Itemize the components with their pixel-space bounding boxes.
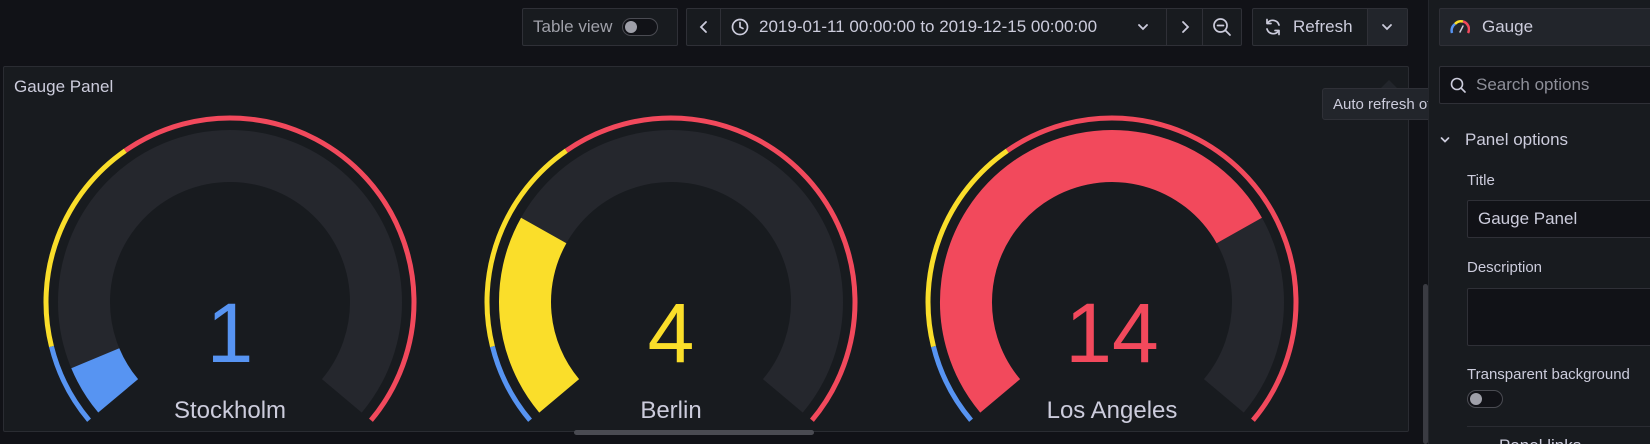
gauge-threshold-band bbox=[484, 148, 568, 348]
dashboard-toolbar: Table view 2019-01-11 00:00:00 to 2019-1… bbox=[0, 8, 1420, 46]
table-view-switch[interactable] bbox=[622, 18, 659, 36]
vertical-scrollbar[interactable] bbox=[1423, 284, 1428, 444]
time-picker-group: 2019-01-11 00:00:00 to 2019-12-15 00:00:… bbox=[686, 8, 1242, 46]
gauge-threshold-band bbox=[123, 115, 417, 422]
chevron-down-icon bbox=[1382, 24, 1393, 31]
title-input[interactable]: Gauge Panel bbox=[1467, 200, 1650, 238]
time-shift-back-button[interactable] bbox=[687, 9, 721, 45]
chevron-down-icon bbox=[1440, 137, 1450, 143]
panel-options-section-header[interactable]: Panel options bbox=[1439, 130, 1568, 150]
refresh-button[interactable]: Refresh bbox=[1253, 9, 1368, 45]
gauge-threshold-band bbox=[490, 345, 532, 422]
switch-knob bbox=[1470, 393, 1482, 405]
gauge: 14 Los Angeles bbox=[925, 115, 1299, 424]
gauge-value-fill bbox=[499, 217, 580, 413]
chevron-down-icon bbox=[1138, 24, 1148, 31]
visualization-name: Gauge bbox=[1482, 17, 1534, 36]
gauge-threshold-band bbox=[564, 115, 858, 422]
horizontal-scrollbar[interactable] bbox=[574, 430, 814, 435]
chevron-left-icon bbox=[699, 21, 707, 33]
zoom-out-button[interactable] bbox=[1203, 9, 1241, 45]
zoom-out-icon bbox=[1213, 18, 1231, 36]
chevron-right-icon bbox=[1181, 21, 1189, 33]
refresh-interval-dropdown[interactable] bbox=[1367, 9, 1407, 45]
clock-icon bbox=[731, 18, 749, 36]
gauge-panel[interactable]: Gauge Panel 1 Stockholm 4 Berlin 14 Los Angel… bbox=[3, 66, 1409, 432]
visualization-picker[interactable]: Gauge bbox=[1439, 8, 1650, 46]
search-options-box[interactable] bbox=[1439, 66, 1650, 104]
gauge-track bbox=[58, 130, 402, 413]
gauge-icon bbox=[1450, 20, 1470, 34]
auto-refresh-tooltip: Auto refresh off bbox=[1322, 88, 1447, 120]
gauge: 4 Berlin bbox=[484, 115, 858, 424]
section-divider bbox=[1467, 426, 1650, 427]
panel-title: Gauge Panel bbox=[14, 77, 114, 96]
title-field-label: Title bbox=[1467, 172, 1495, 189]
description-field-label: Description bbox=[1467, 259, 1543, 276]
gauge-value: 1 bbox=[207, 286, 254, 380]
gauge: 1 Stockholm bbox=[43, 115, 417, 424]
transparent-background-label: Transparent background bbox=[1467, 366, 1630, 383]
gauge-threshold-band bbox=[43, 148, 127, 348]
gauge-label: Berlin bbox=[640, 397, 701, 424]
transparent-background-switch[interactable] bbox=[1467, 390, 1503, 408]
time-shift-forward-button[interactable] bbox=[1167, 9, 1203, 45]
search-icon bbox=[1450, 77, 1466, 93]
gauge-value-fill bbox=[940, 130, 1262, 413]
section-title: Panel options bbox=[1465, 130, 1569, 149]
tooltip-arrow bbox=[1381, 80, 1397, 88]
gauge-value: 14 bbox=[1065, 286, 1158, 380]
gauge-threshold-band bbox=[931, 345, 973, 422]
panel-links-section-header[interactable]: Panel links bbox=[1499, 436, 1581, 444]
gauge-label: Los Angeles bbox=[1047, 397, 1178, 424]
refresh-group: Refresh bbox=[1252, 8, 1408, 46]
time-range-picker[interactable]: 2019-01-11 00:00:00 to 2019-12-15 00:00:… bbox=[721, 9, 1167, 45]
sync-icon bbox=[1266, 18, 1280, 36]
switch-knob bbox=[625, 21, 638, 33]
pane-divider[interactable] bbox=[1428, 0, 1429, 444]
table-view-label: Table view bbox=[533, 17, 613, 36]
table-view-toggle-group[interactable]: Table view bbox=[522, 8, 678, 46]
refresh-label: Refresh bbox=[1293, 17, 1353, 36]
gauge-threshold-band bbox=[925, 148, 1009, 348]
gauge-value: 4 bbox=[648, 286, 695, 380]
options-pane: Gauge Panel options Title Gauge Panel De… bbox=[1429, 0, 1650, 444]
time-range-text: 2019-01-11 00:00:00 to 2019-12-15 00:00:… bbox=[759, 17, 1098, 36]
gauge-threshold-band bbox=[1005, 115, 1299, 422]
gauges-area: 1 Stockholm 4 Berlin 14 Los Angeles bbox=[43, 115, 1299, 424]
gauge-threshold-band bbox=[49, 345, 91, 422]
description-textarea[interactable] bbox=[1467, 288, 1650, 346]
search-options-input[interactable] bbox=[1476, 75, 1650, 95]
gauge-value-fill bbox=[71, 347, 139, 413]
gauge-label: Stockholm bbox=[174, 397, 286, 424]
